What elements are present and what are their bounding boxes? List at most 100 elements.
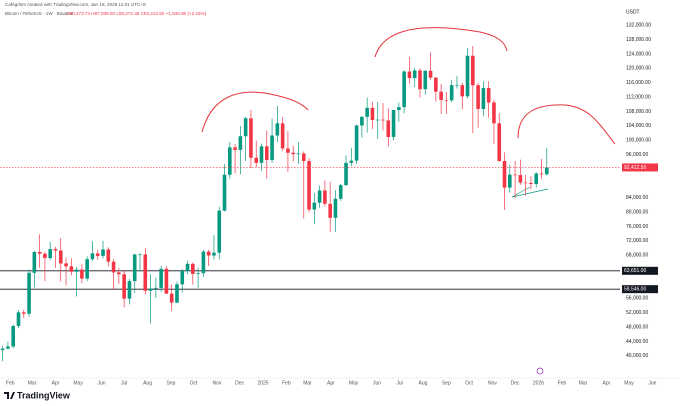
candle-body	[85, 259, 89, 279]
candle-body	[159, 268, 163, 288]
candle-body	[249, 118, 253, 158]
candle-body	[439, 91, 443, 100]
candle-body	[233, 147, 237, 150]
candle-body	[402, 71, 406, 108]
shoulder-arc	[201, 91, 309, 133]
y-tick-label: 112,000.00	[626, 94, 651, 100]
shoulder-arc	[517, 104, 616, 145]
candle-body	[206, 251, 211, 256]
y-tick-label: 56,000.00	[626, 296, 648, 302]
candle-body	[148, 288, 153, 291]
y-tick-label: 132,000.00	[626, 23, 651, 29]
x-tick-label: Mar	[28, 380, 37, 386]
candle-body	[534, 173, 539, 185]
candle-body	[286, 148, 290, 153]
attribution: Cafégrlsm created with TradingView.com, …	[5, 2, 146, 7]
candle-body	[90, 253, 95, 260]
y-tick-label: 72,000.00	[626, 238, 648, 244]
last-price-label: 92,412.50	[624, 165, 646, 171]
candle-body	[11, 325, 16, 347]
candle-body	[471, 55, 475, 86]
candle-body	[481, 88, 486, 109]
candle-body	[291, 152, 295, 155]
brand-logo: TradingView	[4, 390, 71, 400]
candle-body	[486, 88, 491, 103]
candle-body	[0, 348, 5, 351]
candle-body	[434, 77, 438, 92]
candle-body	[460, 85, 465, 97]
y-tick-label: 44,000.00	[626, 339, 648, 345]
last-price-box	[622, 163, 658, 172]
x-tick-label: Jun	[373, 380, 381, 386]
candle-body	[423, 70, 428, 90]
x-tick-label: Aug	[419, 380, 428, 386]
candle-body	[397, 107, 401, 110]
candle-body	[32, 251, 37, 273]
x-tick-label: Feb	[558, 380, 567, 386]
x-tick-label: Mar	[579, 380, 588, 386]
chart-title: Bitcoin / TetherUS · 1W · Binance	[5, 11, 74, 16]
candle-body	[428, 70, 433, 78]
candle-body	[37, 251, 42, 254]
candle-body	[106, 249, 111, 262]
y-tick-label: 116,000.00	[626, 80, 651, 86]
level-label-box	[622, 285, 658, 294]
candle-body	[502, 161, 507, 188]
candle-body	[444, 99, 449, 101]
x-tick-label: Jul	[121, 380, 127, 386]
candle-body	[196, 273, 200, 274]
candle-body	[164, 268, 169, 294]
candle-body	[449, 85, 454, 101]
candle-body	[238, 136, 243, 150]
x-tick-label: Nov	[488, 380, 497, 386]
y-tick-label: 76,000.00	[626, 224, 648, 230]
candle-body	[386, 120, 391, 137]
x-tick-label: Mar	[303, 380, 312, 386]
candle-body	[185, 263, 190, 271]
candle-body	[217, 210, 222, 253]
x-tick-label: 2026	[533, 380, 544, 386]
candle-body	[365, 107, 369, 117]
candle-body	[201, 251, 206, 274]
y-tick-label: 48,000.00	[626, 324, 648, 330]
candle-body	[101, 249, 105, 256]
candle-body	[381, 119, 385, 121]
candle-body	[280, 123, 285, 149]
x-tick-label: Aug	[143, 380, 152, 386]
candle-body	[507, 174, 512, 188]
candle-body	[270, 135, 274, 160]
candle-body	[122, 274, 126, 299]
event-icon	[536, 367, 544, 375]
x-tick-label: Jun	[97, 380, 105, 386]
y-tick-label: 104,000.00	[626, 123, 651, 129]
y-tick-label: 128,000.00	[626, 37, 651, 43]
candle-body	[344, 162, 348, 186]
candle-body	[212, 252, 216, 256]
candle-body	[127, 281, 132, 299]
y-tick-label: 108,000.00	[626, 109, 651, 115]
trend-line	[511, 188, 549, 198]
candle-body	[180, 271, 185, 285]
brand: TradingView	[17, 390, 71, 400]
x-tick-label: Apr	[327, 380, 335, 386]
level-label-box	[622, 266, 658, 275]
candle-body	[360, 116, 364, 126]
candle-body	[407, 71, 412, 79]
y-tick-label: 68,000.00	[626, 253, 648, 259]
candle-body	[418, 70, 422, 90]
candle-body	[254, 157, 259, 163]
candle-body	[317, 190, 322, 203]
candle-body	[455, 85, 459, 86]
x-tick-label: Dec	[235, 380, 244, 386]
candle-body	[333, 198, 338, 218]
candle-body	[16, 312, 21, 326]
x-tick-label: Sep	[167, 380, 176, 386]
candle-body	[74, 269, 79, 272]
x-tick-label: Oct	[465, 380, 473, 386]
candle-body	[529, 182, 533, 185]
y-tick-label: 100,000.00	[626, 138, 651, 144]
candle-body	[111, 261, 116, 273]
candle-body	[58, 250, 63, 264]
candle-body	[243, 118, 248, 137]
x-tick-label: May	[349, 380, 359, 386]
